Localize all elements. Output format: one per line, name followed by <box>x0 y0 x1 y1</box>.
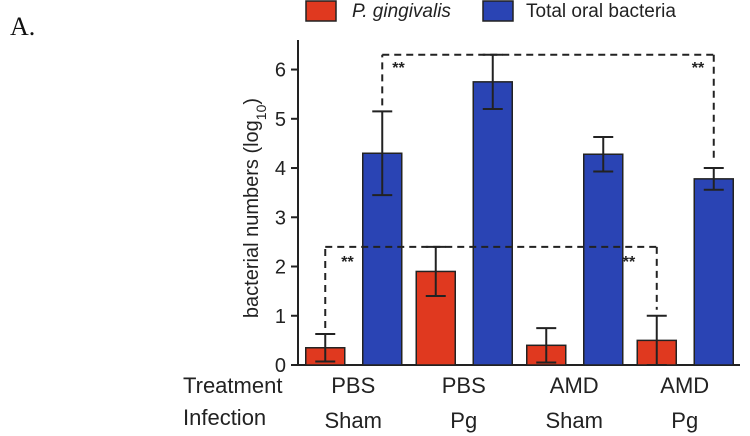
legend-label-total: Total oral bacteria <box>526 1 676 22</box>
y-axis-label: bacterial numbers (log10) <box>241 98 269 318</box>
x-tick-label-infection: Pg <box>671 408 698 433</box>
y-tick-label: 5 <box>275 109 286 131</box>
row-label-treatment: Treatment <box>183 373 282 398</box>
bar <box>472 81 513 366</box>
y-tick-label: 4 <box>275 158 286 180</box>
x-tick-label-treatment: AMD <box>660 373 709 398</box>
legend-label-pg: P. gingivalis <box>352 1 451 22</box>
significance-label: ** <box>692 60 705 77</box>
x-tick-label-infection: Pg <box>450 408 477 433</box>
y-tick-label: 6 <box>275 60 286 82</box>
x-tick-label-infection: Sham <box>546 408 603 433</box>
y-tick-label: 0 <box>275 355 286 377</box>
significance-label: ** <box>623 254 636 271</box>
bar <box>693 178 734 366</box>
legend-swatch-total <box>482 0 514 22</box>
plot-area: 0 1 2 3 4 5 6 PBS Sham PBS Pg AMD Sham AMD Pg ** ** ** ** <box>275 40 740 433</box>
x-tick-label-treatment: PBS <box>442 373 486 398</box>
legend: P. gingivalis Total oral bacteria <box>305 0 676 22</box>
x-tick-label-infection: Sham <box>325 408 382 433</box>
significance-label: ** <box>392 60 405 77</box>
y-tick-label: 2 <box>275 257 286 279</box>
significance-label: ** <box>341 254 354 271</box>
row-label-infection: Infection <box>183 405 266 430</box>
x-tick-label-treatment: PBS <box>331 373 375 398</box>
y-tick-label: 1 <box>275 306 286 328</box>
y-tick-label: 3 <box>275 207 286 229</box>
panel-label: A. <box>10 12 36 41</box>
legend-swatch-pg <box>305 0 337 22</box>
bar <box>583 153 624 366</box>
x-tick-label-treatment: AMD <box>550 373 599 398</box>
